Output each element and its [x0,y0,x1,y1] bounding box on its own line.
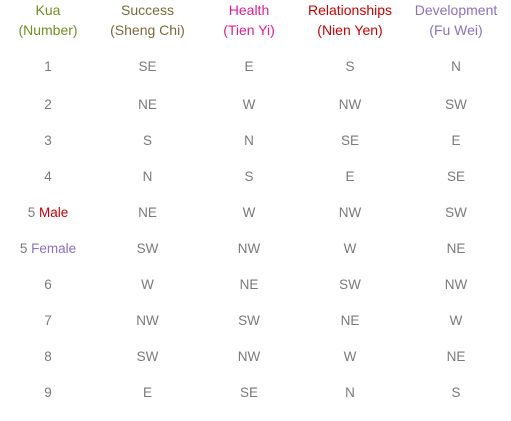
kua-directions-table: Kua (Number) Success (Sheng Chi) Health … [0,0,511,410]
header-health-subtitle: (Tien Yi) [223,22,275,38]
cell-kua: 8 [0,338,96,374]
header-development: Development (Fu Wei) [401,0,511,40]
kua-number: 2 [44,96,52,112]
cell-relationships: W [343,348,357,364]
cell-success: NW [136,312,159,328]
header-development-subtitle: (Fu Wei) [429,22,483,38]
cell-kua: 5 Male [0,194,96,230]
cell-kua: 1 [0,40,96,86]
gender-label-male: Male [39,204,69,220]
cell-relationships: E [345,168,355,184]
kua-number: 3 [44,132,52,148]
header-relationships: Relationships (Nien Yen) [299,0,401,40]
header-success-title: Success [121,2,174,18]
kua-number: 8 [44,348,52,364]
cell-relationships: NE [340,312,360,328]
cell-health: SW [238,312,260,328]
cell-health: NE [239,276,259,292]
table-header: Kua (Number) Success (Sheng Chi) Health … [0,0,511,40]
cell-health: W [242,96,256,112]
cell-health: NW [237,240,261,256]
kua-number: 4 [44,168,52,184]
table-row: 3 S N SE E [0,122,511,158]
cell-health: NW [237,348,261,364]
table-row: 6 W NE SW NW [0,266,511,302]
header-relationships-title: Relationships [307,2,393,18]
header-health-title: Health [228,2,270,18]
cell-health: N [244,132,254,148]
kua-number: 1 [44,58,52,74]
cell-success: S [142,132,152,148]
header-kua: Kua (Number) [0,0,96,40]
cell-health: SE [239,384,258,400]
table-row: 2 NE W NW SW [0,86,511,122]
table-row: 5 Female SW NW W NE [0,230,511,266]
cell-kua: 6 [0,266,96,302]
cell-relationships: W [343,240,357,256]
table-row: 9 E SE N S [0,374,511,410]
cell-health: E [244,58,254,74]
header-kua-title: Kua [35,2,61,18]
cell-development: N [451,58,461,74]
cell-development: SW [445,96,467,112]
cell-success: W [141,276,154,292]
cell-success: SW [136,240,159,256]
kua-number: 6 [44,276,52,292]
kua-number: 9 [44,384,52,400]
header-success-subtitle: (Sheng Chi) [110,22,185,38]
cell-relationships: NW [338,96,362,112]
header-development-title: Development [414,2,498,18]
cell-development: NW [444,276,468,292]
cell-kua: 2 [0,86,96,122]
cell-development: W [449,312,463,328]
cell-relationships: N [345,384,355,400]
cell-development: NE [446,240,466,256]
table-body: 1 SE E S N 2 NE W NW SW 3 S N SE E 4 N S… [0,40,511,410]
gender-label-female: Female [31,240,77,256]
table-row: 7 NW SW NE W [0,302,511,338]
cell-kua: 9 [0,374,96,410]
cell-relationships: NW [338,204,362,220]
cell-development: SE [446,168,465,184]
cell-development: S [451,384,461,400]
cell-success: E [142,384,152,400]
cell-success: NE [138,204,157,220]
cell-relationships: S [345,58,355,74]
cell-success: NE [138,96,157,112]
cell-success: N [142,168,153,184]
cell-kua: 5 Female [0,230,96,266]
table-row: 8 SW NW W NE [0,338,511,374]
cell-kua: 4 [0,158,96,194]
cell-development: E [451,132,461,148]
table-row: 1 SE E S N [0,40,511,86]
table-row: 5 Male NE W NW SW [0,194,511,230]
cell-development: NE [446,348,466,364]
header-health: Health (Tien Yi) [199,0,299,40]
cell-development: SW [445,204,467,220]
cell-health: S [244,168,254,184]
cell-success: SW [136,348,159,364]
header-kua-subtitle: (Number) [18,22,78,38]
header-success: Success (Sheng Chi) [96,0,199,40]
header-row: Kua (Number) Success (Sheng Chi) Health … [0,0,511,40]
table-row: 4 N S E SE [0,158,511,194]
cell-relationships: SW [339,276,361,292]
kua-number: 5 [19,240,28,256]
header-relationships-subtitle: (Nien Yen) [317,22,383,38]
cell-success: SE [138,58,157,74]
cell-health: W [242,204,256,220]
kua-number: 5 [27,204,36,220]
cell-kua: 7 [0,302,96,338]
cell-kua: 3 [0,122,96,158]
kua-number: 7 [44,312,52,328]
cell-relationships: SE [340,132,359,148]
